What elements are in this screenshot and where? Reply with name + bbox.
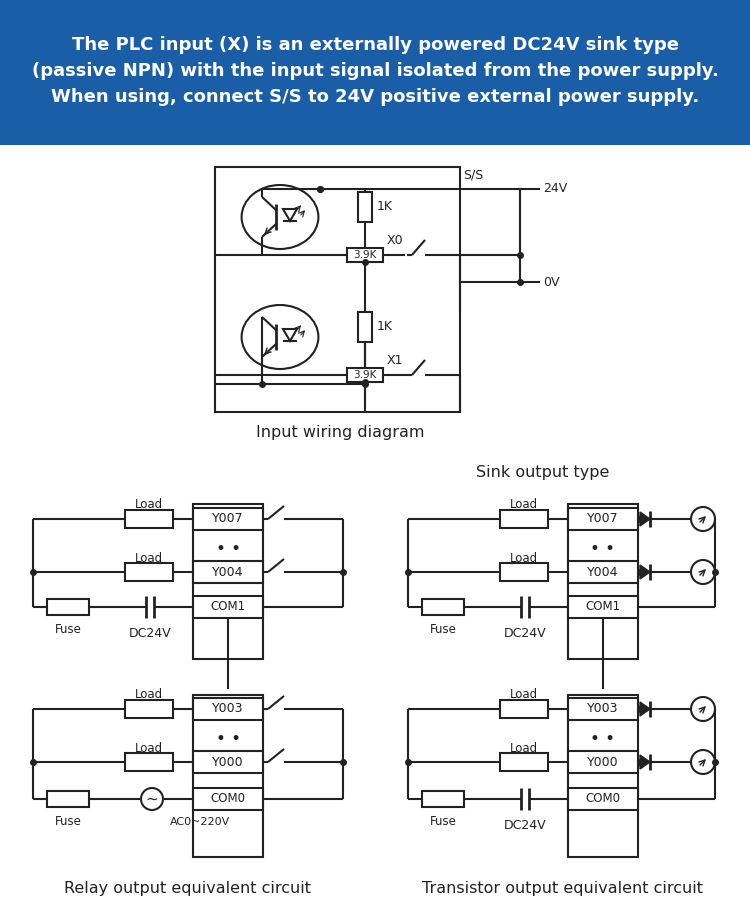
- Text: Load: Load: [510, 742, 538, 755]
- Bar: [568, 504, 638, 659]
- Bar: [568, 788, 638, 810]
- Text: DC24V: DC24V: [129, 627, 171, 640]
- Text: Y003: Y003: [212, 702, 244, 715]
- Text: Transistor output equivalent circuit: Transistor output equivalent circuit: [422, 881, 703, 897]
- Bar: [568, 698, 638, 720]
- Text: Load: Load: [135, 499, 163, 512]
- Text: X1: X1: [386, 354, 403, 367]
- Bar: [193, 504, 263, 659]
- Text: ~: ~: [146, 791, 158, 806]
- Bar: [47, 599, 89, 615]
- Bar: [125, 753, 173, 771]
- Text: When using, connect S/S to 24V positive external power supply.: When using, connect S/S to 24V positive …: [51, 87, 699, 105]
- Text: Fuse: Fuse: [430, 815, 457, 828]
- Text: (passive NPN) with the input signal isolated from the power supply.: (passive NPN) with the input signal isol…: [32, 61, 718, 80]
- Text: 1K: 1K: [377, 201, 393, 214]
- Bar: [193, 751, 263, 773]
- Text: Fuse: Fuse: [55, 815, 82, 828]
- Text: COM1: COM1: [586, 601, 620, 613]
- Bar: [347, 368, 383, 382]
- Text: S/S: S/S: [463, 169, 483, 182]
- Text: AC0~220V: AC0~220V: [170, 817, 230, 827]
- Bar: [500, 563, 548, 581]
- Bar: [568, 695, 638, 857]
- Bar: [193, 596, 263, 618]
- Text: 3.9K: 3.9K: [353, 250, 376, 260]
- Bar: [500, 510, 548, 528]
- Text: Load: Load: [510, 689, 538, 702]
- Text: Y004: Y004: [587, 566, 619, 579]
- Text: Load: Load: [135, 689, 163, 702]
- Bar: [500, 700, 548, 718]
- Bar: [568, 508, 638, 530]
- Bar: [125, 510, 173, 528]
- Bar: [0, 0, 750, 145]
- Text: COM0: COM0: [586, 792, 620, 805]
- Bar: [125, 700, 173, 718]
- Text: X0: X0: [386, 234, 403, 247]
- Text: The PLC input (X) is an externally powered DC24V sink type: The PLC input (X) is an externally power…: [71, 36, 679, 53]
- Bar: [193, 698, 263, 720]
- Bar: [568, 751, 638, 773]
- Text: Y000: Y000: [587, 756, 619, 768]
- Bar: [500, 753, 548, 771]
- Polygon shape: [640, 702, 650, 716]
- Bar: [193, 561, 263, 583]
- Bar: [193, 508, 263, 530]
- Text: 0V: 0V: [543, 275, 560, 289]
- Polygon shape: [640, 755, 650, 769]
- Text: • •: • •: [215, 540, 241, 558]
- Text: Relay output equivalent circuit: Relay output equivalent circuit: [64, 881, 311, 897]
- Text: Y003: Y003: [587, 702, 619, 715]
- Bar: [47, 791, 89, 807]
- Bar: [215, 167, 460, 412]
- Text: • •: • •: [590, 730, 616, 748]
- Text: Sink output type: Sink output type: [476, 465, 610, 480]
- Text: Load: Load: [510, 499, 538, 512]
- Bar: [358, 312, 372, 342]
- Bar: [193, 695, 263, 857]
- Text: DC24V: DC24V: [504, 627, 546, 640]
- Text: Y000: Y000: [212, 756, 244, 768]
- Text: Y004: Y004: [212, 566, 244, 579]
- Text: Load: Load: [135, 551, 163, 565]
- Text: Load: Load: [510, 551, 538, 565]
- Text: • •: • •: [215, 730, 241, 748]
- Text: COM0: COM0: [211, 792, 245, 805]
- Bar: [568, 596, 638, 618]
- Bar: [358, 192, 372, 222]
- Text: Fuse: Fuse: [55, 623, 82, 636]
- Text: Input wiring diagram: Input wiring diagram: [256, 425, 424, 439]
- Text: DC24V: DC24V: [504, 819, 546, 832]
- Text: • •: • •: [590, 540, 616, 558]
- Text: Y007: Y007: [212, 513, 244, 525]
- Polygon shape: [640, 512, 650, 526]
- Bar: [422, 791, 464, 807]
- Bar: [125, 563, 173, 581]
- Text: 3.9K: 3.9K: [353, 370, 376, 380]
- Text: 1K: 1K: [377, 321, 393, 334]
- Text: Load: Load: [135, 742, 163, 755]
- Bar: [347, 248, 383, 262]
- Text: Fuse: Fuse: [430, 623, 457, 636]
- Text: Y007: Y007: [587, 513, 619, 525]
- Polygon shape: [640, 565, 650, 579]
- Bar: [193, 788, 263, 810]
- Text: COM1: COM1: [211, 601, 245, 613]
- Bar: [568, 561, 638, 583]
- Bar: [422, 599, 464, 615]
- Text: 24V: 24V: [543, 182, 567, 195]
